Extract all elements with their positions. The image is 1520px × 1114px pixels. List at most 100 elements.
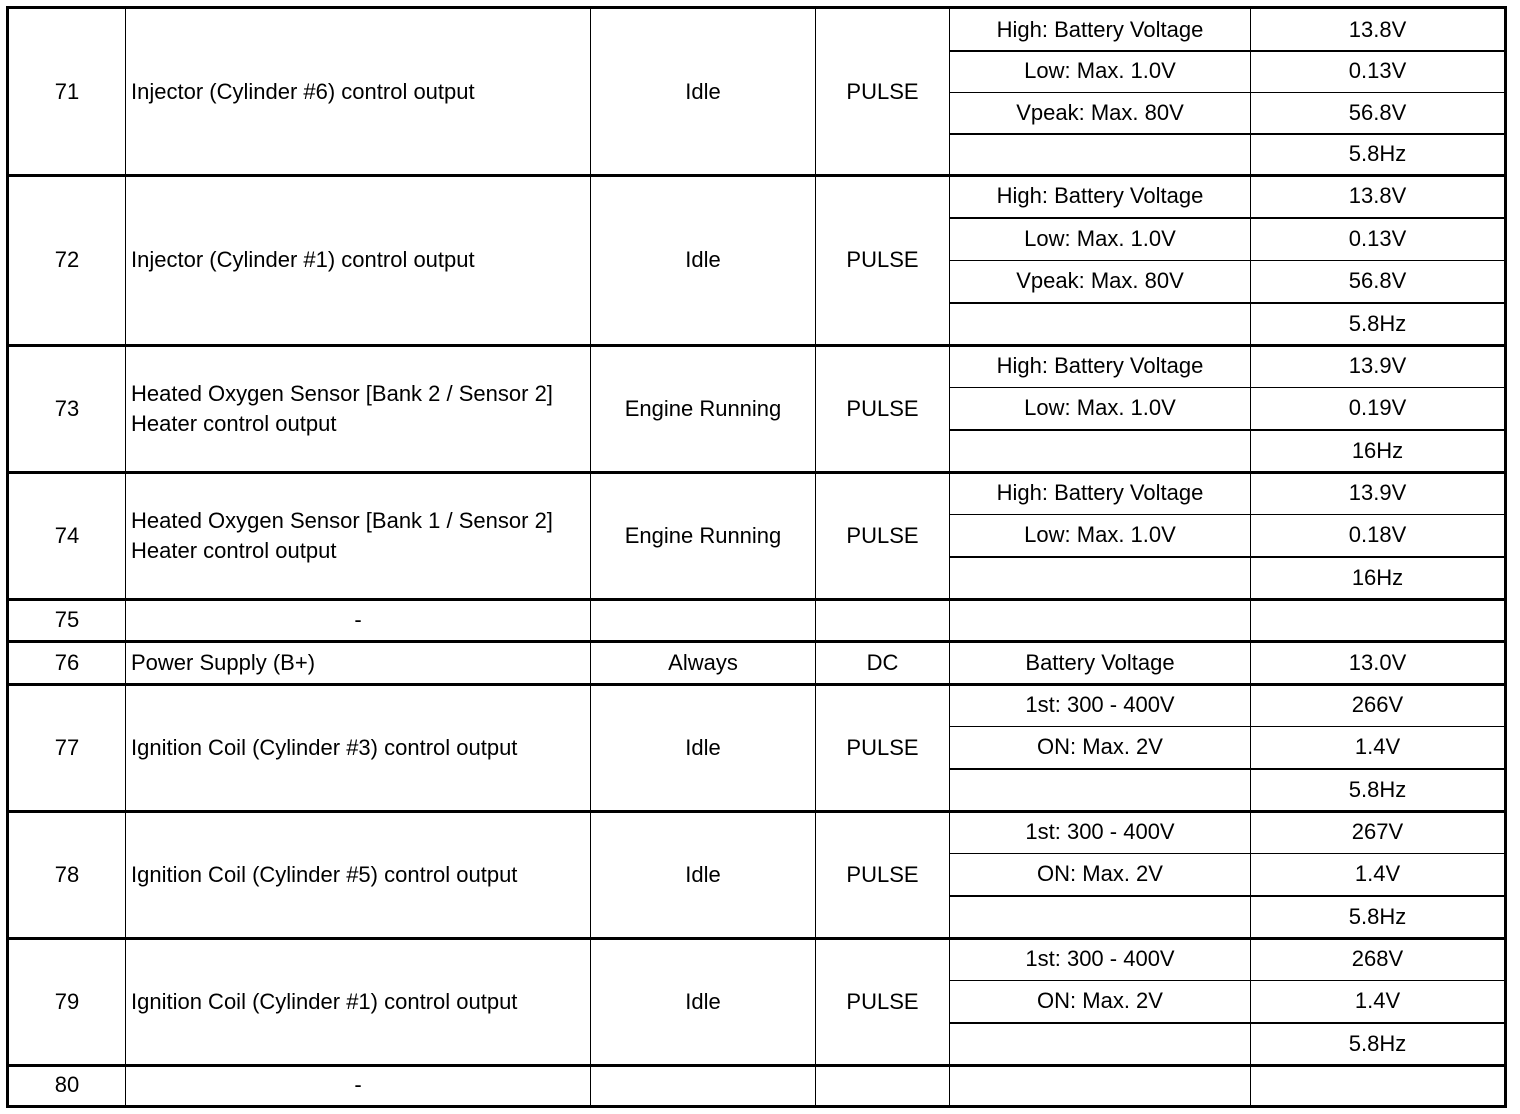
condition-cell: Idle: [591, 175, 816, 345]
pin-cell: 78: [9, 811, 126, 938]
sub-row-divider: [950, 556, 1504, 558]
row-divider: [9, 683, 1504, 686]
spec-cell: Vpeak: Max. 80V: [950, 260, 1251, 303]
value-cell: 0.18V: [1348, 522, 1407, 548]
spec-cell: [950, 302, 1251, 345]
sub-row-divider: [950, 895, 1504, 897]
row-divider: [9, 937, 1504, 940]
value-cell: 0.13V: [1348, 58, 1407, 84]
value-cell: 13.9V: [1348, 480, 1407, 506]
sub-row-divider: [950, 302, 1504, 304]
row-divider: [9, 1064, 1504, 1067]
spec-cell: ON: Max. 2V: [950, 853, 1251, 896]
description-cell: Ignition Coil (Cylinder #5) control outp…: [126, 811, 591, 938]
value-cell: 13.0V: [1348, 649, 1407, 675]
condition-cell: Idle: [591, 811, 816, 938]
description-cell: Ignition Coil (Cylinder #3) control outp…: [126, 684, 591, 811]
spec-cell: 1st: 300 - 400V: [950, 684, 1251, 727]
value-cell: 1.4V: [1354, 734, 1401, 760]
value-cell: 13.8V: [1348, 183, 1407, 209]
spec-cell: [950, 1022, 1251, 1065]
spec-cell: [950, 895, 1251, 938]
row-divider: [9, 174, 1504, 177]
spec-cell: [950, 768, 1251, 811]
value-cell: 1.4V: [1354, 861, 1401, 887]
signal-type-cell: [816, 1065, 950, 1105]
signal-type-cell: PULSE: [816, 684, 950, 811]
spec-cell: Low: Max. 1.0V: [950, 387, 1251, 430]
description-cell: Injector (Cylinder #1) control output: [126, 175, 591, 345]
value-cell: 266V: [1351, 692, 1404, 718]
signal-type-cell: PULSE: [816, 175, 950, 345]
value-cell: 1.4V: [1354, 988, 1401, 1014]
spec-cell: [950, 599, 1251, 641]
row-divider: [9, 344, 1504, 347]
sub-row-divider: [950, 725, 1504, 728]
value-cell: 5.8Hz: [1348, 141, 1407, 167]
spec-cell: Battery Voltage: [950, 641, 1251, 684]
sub-row-divider: [950, 133, 1504, 135]
pin-cell: 80: [9, 1065, 126, 1105]
sub-row-divider: [950, 1022, 1504, 1024]
spec-cell: [950, 133, 1251, 175]
description-cell: Power Supply (B+): [126, 641, 591, 684]
sub-row-divider: [950, 768, 1504, 770]
sub-row-divider: [950, 91, 1504, 93]
row-divider: [9, 810, 1504, 813]
signal-type-cell: PULSE: [816, 345, 950, 472]
condition-cell: [591, 599, 816, 641]
signal-type-cell: PULSE: [816, 938, 950, 1065]
pin-cell: 77: [9, 684, 126, 811]
spec-cell: Low: Max. 1.0V: [950, 50, 1251, 92]
spec-cell: Low: Max. 1.0V: [950, 514, 1251, 557]
pin-cell: 75: [9, 599, 126, 641]
spec-cell: [950, 556, 1251, 599]
value-cell: 267V: [1351, 819, 1404, 845]
spec-cell: ON: Max. 2V: [950, 726, 1251, 769]
pin-cell: 72: [9, 175, 126, 345]
condition-cell: Idle: [591, 684, 816, 811]
value-cell: 56.8V: [1348, 99, 1407, 125]
description-cell: Heated Oxygen Sensor [Bank 2 / Sensor 2]…: [126, 345, 591, 472]
sub-row-divider: [950, 852, 1504, 855]
value-cell: 268V: [1351, 946, 1404, 972]
signal-type-cell: PULSE: [816, 811, 950, 938]
value-cell: 5.8Hz: [1348, 903, 1407, 929]
spec-cell: Low: Max. 1.0V: [950, 217, 1251, 260]
sub-row-divider: [950, 513, 1504, 516]
condition-cell: Engine Running: [591, 472, 816, 599]
spec-cell: High: Battery Voltage: [950, 472, 1251, 515]
spec-cell: 1st: 300 - 400V: [950, 811, 1251, 854]
signal-type-cell: PULSE: [816, 9, 950, 175]
value-cell: [1251, 599, 1504, 641]
value-cell: 0.19V: [1348, 395, 1407, 421]
pin-cell: 79: [9, 938, 126, 1065]
spec-cell: 1st: 300 - 400V: [950, 938, 1251, 981]
value-cell: 13.9V: [1348, 353, 1407, 379]
value-cell: 5.8Hz: [1348, 776, 1407, 802]
signal-type-cell: [816, 599, 950, 641]
pin-cell: 76: [9, 641, 126, 684]
sub-row-divider: [950, 429, 1504, 431]
spec-cell: Vpeak: Max. 80V: [950, 92, 1251, 134]
value-cell: 16Hz: [1351, 564, 1404, 590]
value-cell: 5.8Hz: [1348, 1030, 1407, 1056]
sub-row-divider: [950, 50, 1504, 52]
spec-cell: [950, 429, 1251, 472]
value-cell: [1251, 1065, 1504, 1105]
pin-cell: 73: [9, 345, 126, 472]
condition-cell: [591, 1065, 816, 1105]
condition-cell: Idle: [591, 9, 816, 175]
sub-row-divider: [950, 259, 1504, 261]
terminal-spec-table: 71 Injector (Cylinder #6) control output I…: [6, 6, 1507, 1108]
sub-row-divider: [950, 217, 1504, 219]
spec-cell: [950, 1065, 1251, 1105]
spec-cell: High: Battery Voltage: [950, 345, 1251, 388]
row-divider: [9, 471, 1504, 474]
description-cell: Ignition Coil (Cylinder #1) control outp…: [126, 938, 591, 1065]
condition-cell: Always: [591, 641, 816, 684]
description-cell: -: [126, 1065, 591, 1105]
value-cell: 56.8V: [1348, 268, 1407, 294]
condition-cell: Idle: [591, 938, 816, 1065]
pin-cell: 74: [9, 472, 126, 599]
